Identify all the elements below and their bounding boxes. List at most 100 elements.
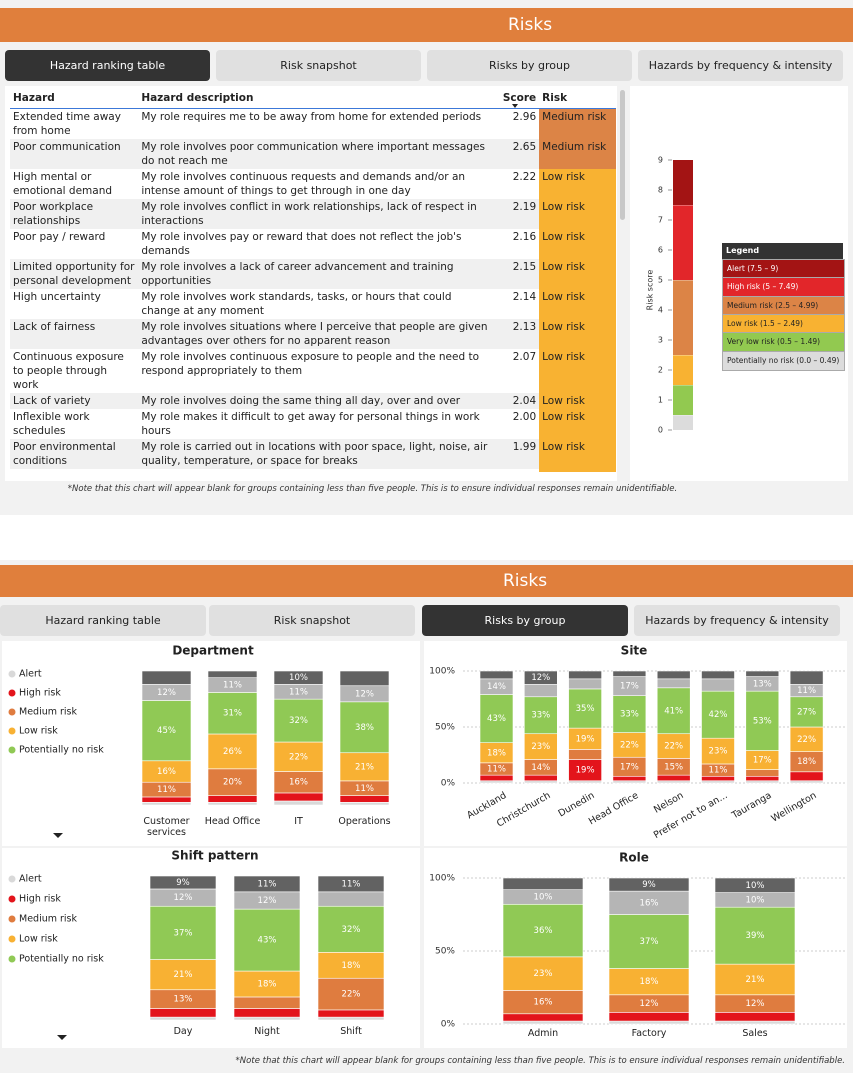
chart-title: Site	[621, 644, 648, 658]
table-row[interactable]: Limited opportunity for personal develop…	[10, 259, 616, 289]
bar-segment	[608, 968, 690, 996]
bar-segment	[317, 1009, 385, 1018]
risk-cell: Low risk	[539, 393, 616, 409]
table-row[interactable]: High mental or emotional demand My role i…	[10, 169, 616, 199]
tick-label: 5	[658, 276, 663, 285]
table-row[interactable]: Poor environmental conditions My role is …	[10, 439, 616, 469]
table-row[interactable]: Inflexible work schedules My role makes i…	[10, 409, 616, 439]
bar-segment	[745, 775, 780, 782]
risk-cell: Low risk	[539, 469, 616, 472]
header-title: Risks	[507, 15, 553, 35]
hazard-cell: High mental or emotional demand	[13, 171, 113, 197]
bar-segment	[789, 771, 824, 782]
bar-segment	[141, 670, 192, 685]
legend-entry: Potentially no risk (0.0 – 0.49)	[722, 350, 845, 371]
bar-segment	[207, 692, 258, 735]
value-label: 11%	[157, 785, 176, 795]
table-row[interactable]: Lack of fairness My role involves situati…	[10, 319, 616, 349]
bar-segment	[273, 741, 324, 772]
sort-arrow[interactable]	[512, 104, 518, 108]
table-row[interactable]: Lack of variety My role involves doing th…	[10, 393, 616, 409]
table-row[interactable]: Low participation inMy role does not inv…	[10, 469, 616, 472]
bar-segment	[141, 700, 192, 762]
description-cell: My role involves situations where I perc…	[141, 321, 488, 347]
score-cell: 2.00	[512, 411, 537, 423]
tab[interactable]: Risk snapshot	[216, 50, 421, 81]
value-label: 43%	[258, 936, 277, 946]
score-cell: 1.99	[512, 441, 537, 453]
scrollbar[interactable]	[620, 90, 625, 220]
x-tick-label: IT	[294, 816, 303, 827]
bar-segment	[149, 875, 217, 890]
column-header[interactable]: Hazard	[10, 88, 139, 109]
bar-segment	[207, 795, 258, 803]
value-label: 11%	[797, 686, 816, 696]
table-row[interactable]: Poor communication My role involves poor …	[10, 139, 616, 169]
tick-label: 8	[658, 186, 663, 195]
bar-segment	[745, 670, 780, 677]
value-label: 12%	[746, 999, 765, 1009]
tab[interactable]: Hazard ranking table	[0, 605, 206, 636]
y-tick-label: 100%	[429, 667, 455, 677]
tick-label: 1	[658, 396, 663, 405]
risk-cell: Low risk	[539, 349, 616, 393]
scroll-arrow[interactable]	[53, 833, 63, 838]
risk-cell: Low risk	[539, 199, 616, 229]
tab[interactable]: Hazards by frequency & intensity	[634, 605, 840, 636]
tab[interactable]: Risk snapshot	[209, 605, 415, 636]
scroll-arrow[interactable]	[57, 1035, 67, 1040]
tab[interactable]: Hazards by frequency & intensity	[638, 50, 843, 81]
table-row[interactable]: High uncertainty My role involves work st…	[10, 289, 616, 319]
value-label: 38%	[355, 723, 374, 733]
hazard-table: Hazard Hazard description Score Risk Extende…	[10, 88, 616, 472]
table-row[interactable]: Poor pay / reward My role involves pay or…	[10, 229, 616, 259]
value-label: 10%	[289, 673, 308, 683]
description-cell: My role involves continuous requests and…	[141, 171, 466, 197]
score-cell: 2.15	[512, 261, 537, 273]
legend-entry: Very low risk (0.5 – 1.49)	[722, 332, 845, 353]
bar-segment	[233, 1016, 301, 1021]
tab[interactable]: Risks by group	[427, 50, 632, 81]
legend-marker	[8, 746, 16, 754]
bar-segment	[233, 996, 301, 1009]
tick-label: 9	[658, 156, 663, 165]
bar-segment	[714, 963, 796, 996]
risk-cell: Low risk	[539, 259, 616, 289]
legend-label: High risk	[19, 894, 61, 905]
table-row[interactable]: Continuous exposure to people through wo…	[10, 349, 616, 393]
legend-label: Alert	[19, 669, 42, 680]
column-header[interactable]: Score	[495, 88, 540, 109]
legend-entry: High risk (5 – 7.49)	[722, 277, 845, 298]
legend-label: Low risk	[19, 726, 58, 737]
description-cell: My role involves work standards, tasks, …	[141, 291, 452, 317]
table-row[interactable]: Extended time away from home My role requ…	[10, 108, 616, 139]
value-label: 16%	[289, 778, 308, 788]
bar-segment	[141, 796, 192, 803]
tab[interactable]: Risks by group	[422, 605, 628, 636]
risk-cell: Medium risk	[539, 139, 616, 169]
column-header[interactable]: Hazard description	[138, 88, 496, 109]
bar-segment	[273, 800, 324, 806]
value-label: 12%	[531, 673, 550, 683]
gauge-band	[673, 160, 693, 205]
tab[interactable]: Hazard ranking table	[5, 50, 210, 81]
bar-segment	[612, 670, 647, 677]
y-tick-label: 0%	[441, 779, 456, 789]
tick-label: 3	[658, 336, 663, 345]
value-label: 10%	[746, 895, 765, 905]
column-header[interactable]: Risk	[539, 88, 616, 109]
value-label: 13%	[174, 995, 193, 1005]
table-scroll[interactable]: Hazard Hazard description Score Risk Extende…	[10, 88, 616, 472]
table-row[interactable]: Poor workplace relationships My role invo…	[10, 199, 616, 229]
bar-segment	[339, 802, 390, 806]
bar-segment	[339, 752, 390, 782]
score-cell: 2.96	[512, 111, 537, 123]
value-label: 32%	[342, 925, 361, 935]
bar-segment	[608, 1012, 690, 1022]
bar-segment	[608, 877, 690, 892]
value-label: 11%	[487, 765, 506, 775]
score-cell: 2.22	[512, 171, 537, 183]
value-label: 22%	[342, 990, 361, 1000]
bar-segment	[656, 678, 691, 689]
value-label: 22%	[620, 740, 639, 750]
